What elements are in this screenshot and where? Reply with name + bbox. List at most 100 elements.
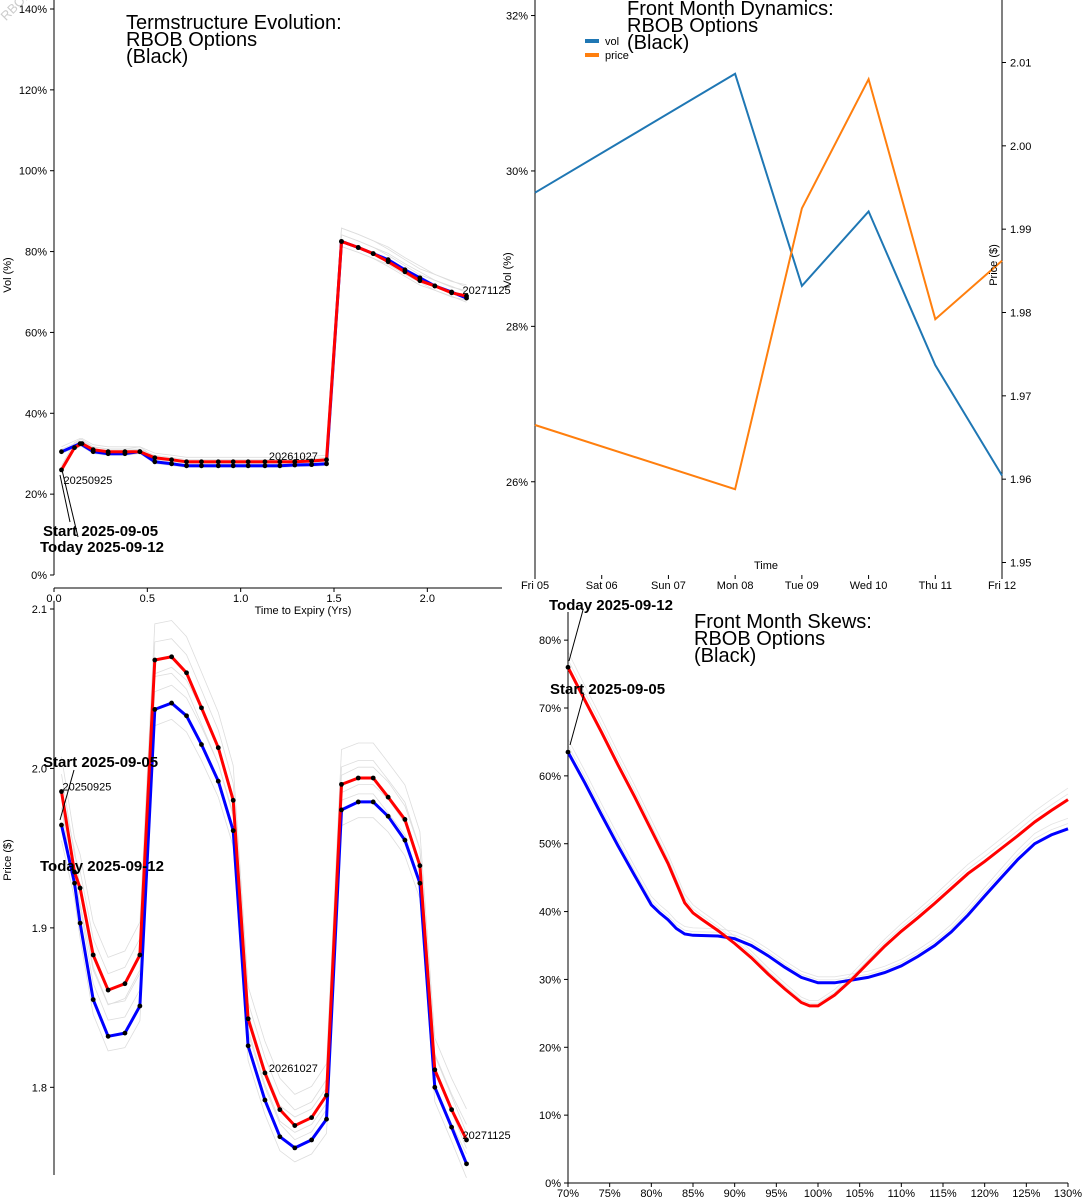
futures-point (169, 654, 175, 660)
futures-expiry-label: 20250925 (62, 782, 111, 794)
termstructure-history-line (61, 245, 467, 472)
dynamics-y2-label: Price ($) (988, 244, 1000, 286)
legend-swatch-price (585, 53, 599, 57)
termstructure-history-line (61, 245, 467, 468)
skews-x-tick-label: 110% (888, 1188, 916, 1200)
futures-point (449, 1124, 454, 1130)
dynamics-y2-tick-label: 1.99 (1010, 224, 1031, 236)
futures-point (464, 1137, 469, 1143)
futures-point (292, 1145, 298, 1151)
dynamics-y-label: Vol (%) (502, 252, 514, 287)
dynamics-y-tick-label: 32% (506, 11, 528, 23)
futures-point (215, 745, 221, 751)
termstructure-x-tick-label: 0.0 (46, 593, 61, 605)
futures-point (199, 705, 204, 711)
futures-point (324, 1092, 329, 1098)
futures-point (417, 880, 423, 886)
termstructure-point (432, 283, 438, 289)
futures-point (417, 863, 423, 869)
skews-x-tick-label: 130% (1054, 1188, 1082, 1200)
termstructure-expiry-label: 20250925 (63, 475, 112, 487)
futures-point (215, 778, 221, 784)
futures-point (309, 1137, 314, 1143)
futures-y-tick-label: 1.8 (32, 1082, 47, 1094)
termstructure-point (184, 459, 189, 465)
futures-history-line (61, 620, 467, 1110)
futures-point (339, 807, 344, 813)
futures-point (339, 781, 344, 787)
futures-callout-today: Today 2025-09-12 (40, 858, 164, 875)
futures-point (105, 987, 111, 993)
termstructure-point (169, 461, 175, 467)
futures-point (59, 789, 64, 794)
termstructure-history-line (61, 227, 467, 466)
termstructure-y-tick-label: 140% (19, 4, 47, 16)
termstructure-today-line (60, 239, 467, 471)
termstructure-point (324, 461, 329, 467)
dynamics-vol-line (534, 72, 1003, 477)
termstructure-y-tick-label: 0% (31, 570, 47, 582)
skews-x-tick-label: 105% (846, 1188, 874, 1200)
termstructure-point (277, 463, 283, 469)
termstructure-point (262, 459, 268, 465)
futures-point (230, 828, 236, 834)
skews-callout-start: Start 2025-09-05 (550, 681, 665, 698)
futures-point (59, 822, 64, 828)
futures-start-line (60, 701, 468, 1165)
futures-history-line (61, 638, 467, 1125)
termstructure-point (199, 459, 204, 465)
termstructure-history-line (61, 227, 467, 462)
termstructure-point (370, 251, 376, 256)
termstructure-y-tick-label: 80% (25, 247, 47, 259)
termstructure-point (152, 455, 158, 461)
termstructure-chart: 0% 20% 40% 60% 80% 100% 120% 140% 0.0 0.5 1.0 1.5 2.… (2, 0, 511, 617)
termstructure-point (417, 278, 423, 284)
skews-callout-today-line (568, 609, 584, 662)
termstructure-point (464, 293, 469, 299)
termstructure-y-tick-label: 60% (25, 327, 47, 339)
skews-today-line (566, 666, 1069, 1008)
skews-title-1: Front Month Skews: (694, 611, 872, 633)
dynamics-y2-tick-label: 1.95 (1010, 558, 1031, 570)
termstructure-callout-start: Start 2025-09-05 (43, 523, 158, 540)
futures-point (72, 869, 77, 875)
futures-history-line (61, 666, 467, 1134)
termstructure-expiry-label: 20271125 (463, 285, 511, 297)
futures-point (77, 920, 83, 926)
termstructure-x-tick-label: 0.5 (140, 593, 155, 605)
futures-point (402, 837, 408, 843)
futures-expiry-label: 20271125 (463, 1130, 511, 1142)
futures-point (292, 1123, 298, 1128)
termstructure-point (59, 467, 64, 473)
termstructure-x-tick-label: 1.0 (233, 593, 248, 605)
futures-callout-start-line (59, 769, 75, 821)
dynamics-x-tick-label: Fri 05 (521, 580, 549, 592)
skews-history-line (567, 659, 1069, 1004)
termstructure-callout-today-line (61, 469, 79, 538)
futures-y-tick-label: 1.9 (32, 923, 47, 935)
termstructure-point (230, 463, 236, 469)
futures-point (152, 707, 158, 712)
termstructure-point (292, 459, 298, 465)
skews-x-tick-label: 85% (682, 1188, 704, 1200)
skews-y-tick-label: 0% (545, 1178, 561, 1190)
skews-x-tick-label: 90% (724, 1188, 746, 1200)
termstructure-y-tick-label: 40% (25, 408, 47, 420)
dynamics-x-tick-label: Tue 09 (785, 580, 819, 592)
skews-title-2: RBOB Options (694, 628, 825, 650)
legend-label-vol: vol (605, 36, 619, 48)
dynamics-y-tick-label: 28% (506, 321, 528, 333)
termstructure-point (309, 458, 314, 464)
termstructure-point (402, 269, 408, 275)
termstructure-point (122, 449, 128, 455)
futures-point (245, 1016, 251, 1022)
termstructure-point (324, 457, 329, 463)
termstructure-title-3: (Black) (126, 46, 188, 68)
skews-start-line (566, 751, 1069, 985)
termstructure-point (277, 459, 283, 465)
termstructure-point (230, 459, 236, 465)
skews-history-line (567, 739, 1069, 978)
skews-today-point (565, 664, 571, 670)
dynamics-x-tick-label: Sun 07 (651, 580, 686, 592)
futures-point (230, 797, 236, 803)
